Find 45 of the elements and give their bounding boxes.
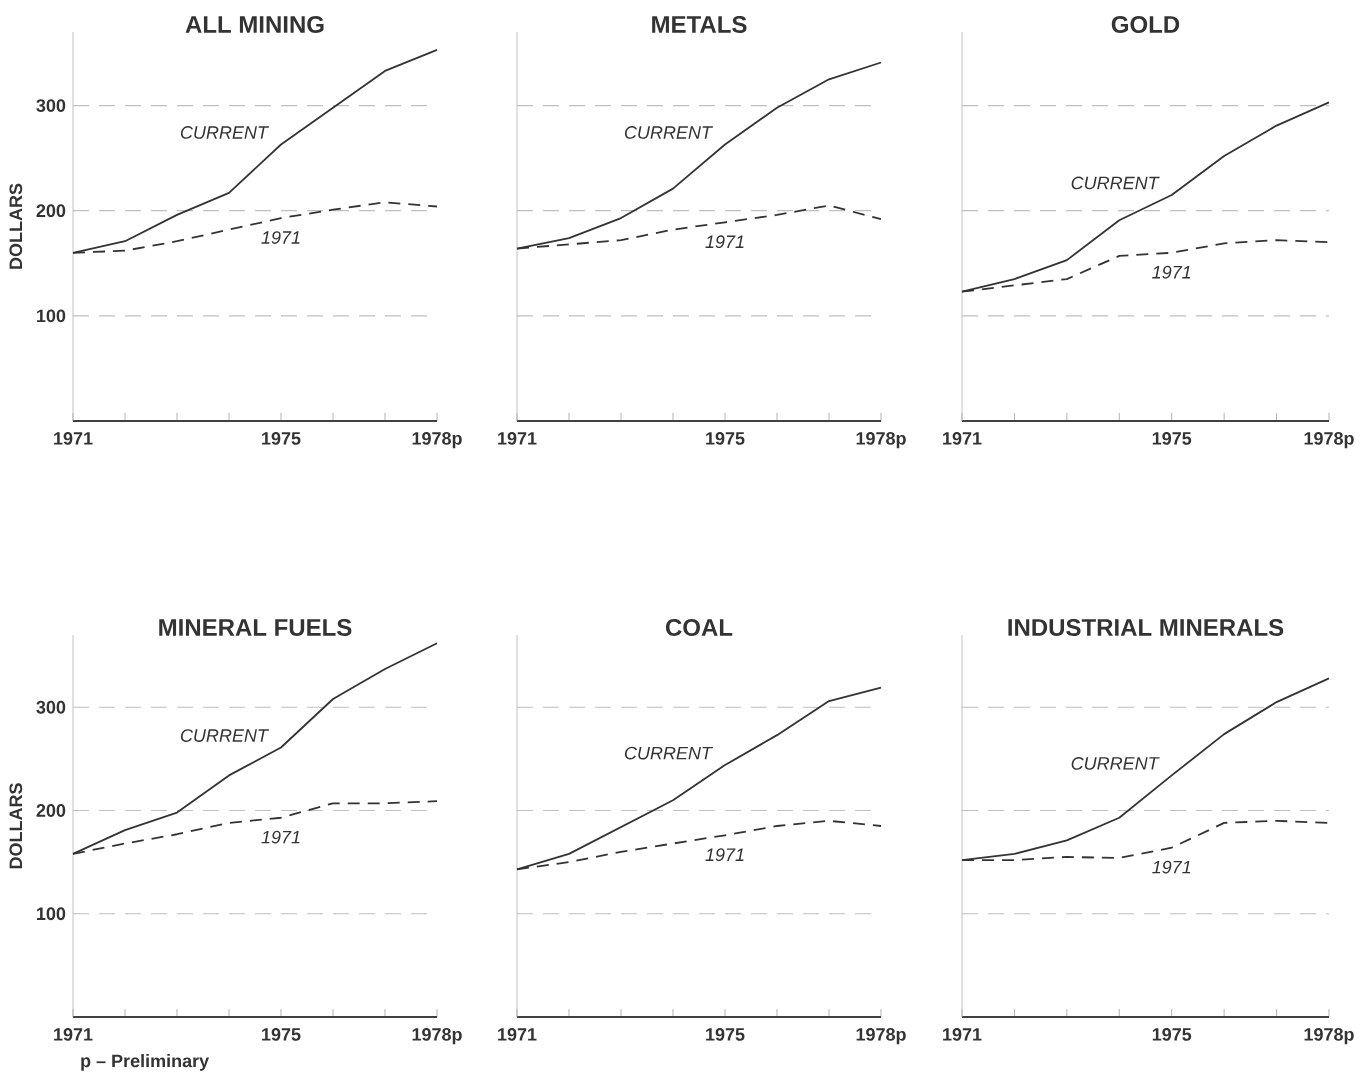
series-label: CURRENT [180, 729, 270, 742]
x-tick-label: 1971 [54, 1028, 93, 1041]
series-label: CURRENT [624, 746, 714, 760]
chart-title: GOLD [1111, 15, 1180, 33]
x-tick-label: 1978p [1304, 432, 1354, 449]
x-tick-label: 1978p [856, 432, 906, 449]
chart-title: METALS [652, 15, 747, 33]
x-tick-label: 1971 [498, 1028, 537, 1041]
chart-title: MINERAL FUELS [159, 618, 352, 636]
y-tick-label: 200 [36, 804, 66, 817]
x-tick-label: 1975 [1152, 1028, 1192, 1041]
series-label: 1971 [705, 848, 744, 862]
x-tick-label: 1978p [412, 1028, 462, 1045]
x-tick-label: 1978p [1304, 1028, 1354, 1045]
series-label: 1971 [1152, 860, 1191, 874]
x-tick-label: 1978p [412, 432, 462, 449]
y-tick-label: 300 [36, 99, 66, 112]
series-label: CURRENT [1071, 757, 1160, 770]
y-tick-label: 200 [36, 204, 66, 218]
x-tick-label: 1975 [706, 1028, 745, 1041]
chart-title: INDUSTRIAL MINERALS [1008, 618, 1284, 636]
series-label: 1971 [1152, 265, 1191, 279]
y-axis-title: DOLLARS [9, 783, 23, 869]
series-label: 1971 [705, 235, 744, 249]
y-tick-label: 300 [36, 700, 66, 714]
chart-title: ALL MINING [185, 15, 324, 33]
series-label: CURRENT [624, 126, 714, 139]
series-label: 1971 [261, 830, 300, 844]
y-tick-label: 100 [37, 309, 66, 323]
series-label: CURRENT [180, 126, 270, 139]
y-axis-title: DOLLARS [9, 183, 23, 269]
x-tick-label: 1971 [54, 432, 93, 445]
x-tick-label: 1971 [498, 432, 537, 445]
y-tick-label: 100 [37, 907, 66, 921]
chart-title: COAL [665, 618, 733, 636]
x-tick-label: 1971 [943, 1028, 982, 1041]
x-tick-label: 1975 [1152, 432, 1192, 445]
x-tick-label: 1975 [706, 432, 745, 445]
text: p – Preliminary [81, 1054, 210, 1071]
series-label: CURRENT [1071, 176, 1160, 190]
x-tick-label: 1971 [943, 432, 982, 445]
x-tick-label: 1975 [262, 1028, 301, 1041]
series-label: 1971 [261, 231, 300, 244]
x-tick-label: 1975 [262, 432, 301, 445]
x-tick-label: 1978p [856, 1028, 906, 1045]
